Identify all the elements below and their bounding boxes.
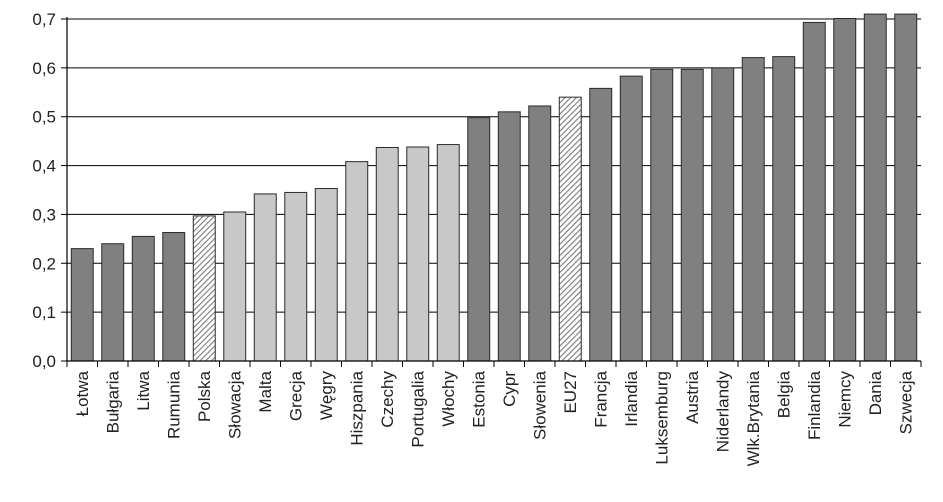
bar-finlandia xyxy=(802,21,826,362)
bar-belgia xyxy=(772,56,796,362)
x-tick-label: Słowacja xyxy=(225,370,244,439)
bar-szwecja xyxy=(894,13,918,362)
x-tick-label: EU27 xyxy=(561,371,580,414)
x-tick-label: Czechy xyxy=(378,371,397,428)
x-tick-label: Malta xyxy=(256,370,275,412)
bar-łotwa xyxy=(70,248,94,362)
x-tick-label: Austria xyxy=(683,370,702,423)
bar-rumunia xyxy=(162,232,186,362)
x-tick-label: Litwa xyxy=(134,370,153,410)
bar-bułgaria xyxy=(101,243,125,362)
x-tick-label: Estonia xyxy=(469,370,488,427)
x-tick-label: Szwecja xyxy=(896,370,915,434)
bar-portugalia xyxy=(406,146,430,362)
bar-słowenia xyxy=(528,105,552,362)
bar-cypr xyxy=(497,111,521,362)
bar-austria xyxy=(680,68,704,362)
x-tick-label: Polska xyxy=(195,370,214,422)
y-tick-label: 0,3 xyxy=(32,205,56,224)
x-tick-labels: Łotwa Bułgaria Litwa Rumunia Polska Słowacja M… xyxy=(73,370,916,466)
x-tick-label: Portugalia xyxy=(408,370,427,447)
bar-grecja xyxy=(284,191,308,362)
y-tick-label: 0,5 xyxy=(32,108,56,127)
bar-węgry xyxy=(314,188,338,362)
x-tick-label: Finlandia xyxy=(805,370,824,440)
bar-irlandia xyxy=(619,75,643,362)
axes xyxy=(61,17,922,367)
bar-francja xyxy=(589,87,613,362)
bar-hiszpania xyxy=(345,161,369,362)
y-tick-label: 0,4 xyxy=(32,157,56,176)
x-tick-label: Węgry xyxy=(317,371,336,421)
bar-czechy xyxy=(375,146,399,362)
bars xyxy=(70,13,918,362)
x-tick-label: Belgia xyxy=(774,370,793,418)
y-tick-label: 0,7 xyxy=(32,10,56,29)
bar-słowacja xyxy=(223,211,247,362)
x-tick-label: Wlk.Brytania xyxy=(744,370,763,466)
x-tick-label: Rumunia xyxy=(164,370,183,439)
bar-niderlandy xyxy=(711,67,735,362)
bar-wlk-brytania xyxy=(741,57,765,362)
x-tick-label: Niderlandy xyxy=(713,371,732,453)
x-tick-label: Łotwa xyxy=(73,370,92,416)
bar-litwa xyxy=(131,235,155,362)
bar-malta xyxy=(253,193,277,362)
x-tick-label: Luksemburg xyxy=(652,371,671,465)
x-tick-label: Irlandia xyxy=(622,370,641,426)
x-tick-label: Niemcy xyxy=(835,371,854,428)
x-tick-label: Cypr xyxy=(500,371,519,407)
x-tick-label: Grecja xyxy=(286,370,305,421)
y-tick-label: 0,0 xyxy=(32,352,56,371)
x-tick-label: Hiszpania xyxy=(347,370,366,445)
x-tick-label: Dania xyxy=(866,370,885,415)
bar-eu27 xyxy=(558,96,582,362)
bar-luksemburg xyxy=(650,68,674,362)
y-tick-labels: 0,0 0,1 0,2 0,3 0,4 0,5 0,6 0,7 xyxy=(32,10,56,371)
bar-włochy xyxy=(436,144,460,362)
bar-estonia xyxy=(467,117,491,362)
x-tick-label: Włochy xyxy=(439,371,458,427)
bar-niemcy xyxy=(833,18,857,362)
bar-polska xyxy=(192,215,216,362)
x-tick-label: Bułgaria xyxy=(103,370,122,433)
y-tick-label: 0,1 xyxy=(32,303,56,322)
x-tick-label: Słowenia xyxy=(530,370,549,440)
x-tick-label: Francja xyxy=(591,370,610,427)
y-tick-label: 0,6 xyxy=(32,59,56,78)
bar-dania xyxy=(863,13,887,362)
y-tick-label: 0,2 xyxy=(32,254,56,273)
